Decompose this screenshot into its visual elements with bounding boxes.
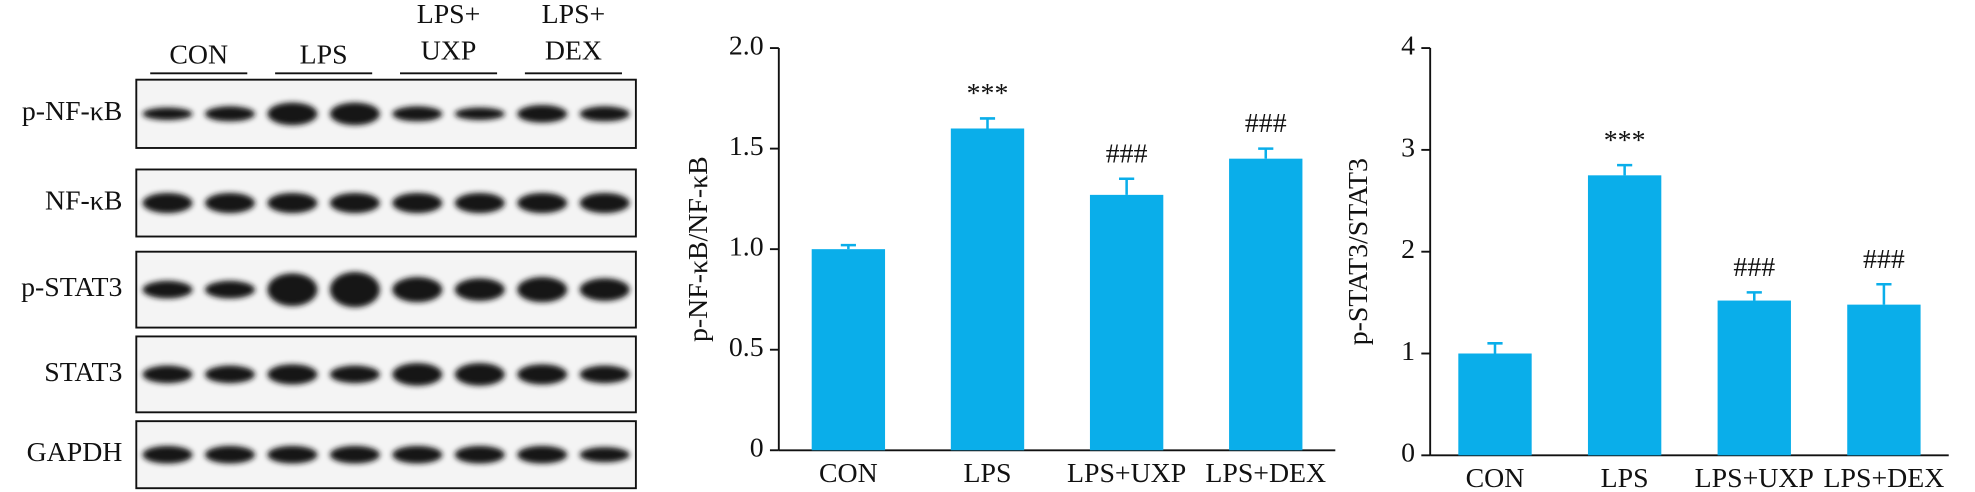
blot-band [267, 364, 318, 385]
blot-band [392, 445, 443, 464]
bar [1587, 175, 1662, 456]
significance-label: ### [1106, 138, 1148, 169]
blot-band [392, 192, 443, 214]
group-label: DEX [545, 36, 602, 67]
blot-band [142, 445, 193, 464]
y-tick-label: 1.5 [729, 131, 764, 162]
significance-label: *** [1604, 125, 1646, 156]
blot-band [267, 445, 318, 464]
y-tick-label: 2.0 [729, 30, 764, 61]
bar [1847, 304, 1921, 456]
group-label: CON [169, 39, 228, 70]
error-bar [979, 117, 996, 129]
blot-band [204, 365, 255, 384]
blot-band [392, 276, 443, 303]
significance-label: ### [1245, 108, 1287, 139]
group-label: LPS+ [417, 0, 481, 30]
blot-band [579, 365, 630, 384]
error-bar [840, 243, 856, 250]
blot-band [392, 106, 443, 122]
blot-band [517, 192, 568, 214]
blot-band [579, 106, 630, 122]
bar [950, 128, 1025, 451]
row-label: NF-κB [45, 185, 122, 216]
row-label: GAPDH [27, 437, 123, 468]
x-tick-label: LPS+UXP [1067, 458, 1186, 489]
y-tick-label: 0 [1401, 438, 1415, 469]
y-tick-label: 3 [1401, 132, 1415, 163]
y-tick-label: 0 [750, 433, 764, 464]
significance-label: ### [1733, 252, 1775, 283]
blot-band [267, 192, 318, 214]
row-label: p-STAT3 [21, 272, 122, 303]
blot-band [579, 447, 630, 463]
blot-band [204, 106, 255, 122]
error-bar [1487, 342, 1503, 354]
blot-band [267, 102, 318, 126]
group-label: LPS+ [542, 0, 606, 30]
error-bar [1617, 163, 1633, 176]
x-tick-label: LPS+DEX [1205, 458, 1326, 489]
y-axis-label: p-NF-κB/NF-κB [683, 156, 714, 342]
bar [1089, 194, 1164, 451]
row-label: STAT3 [44, 357, 122, 388]
x-tick-label: LPS+UXP [1695, 463, 1814, 492]
blot-band [142, 192, 193, 214]
x-tick-label: CON [1466, 463, 1525, 492]
blot-band [204, 192, 255, 214]
y-tick-label: 0.5 [729, 332, 764, 363]
significance-label: *** [967, 78, 1009, 109]
blot-band [142, 280, 193, 299]
x-tick-label: LPS [964, 458, 1012, 489]
blot-band [517, 276, 568, 303]
blot-band [267, 273, 318, 307]
y-axis-label: p-STAT3/STAT3 [1343, 158, 1374, 345]
blot-band [579, 278, 630, 302]
y-tick-label: 1 [1401, 336, 1415, 367]
group-label: UXP [421, 36, 477, 67]
significance-label: ### [1863, 244, 1905, 275]
blot-band [392, 362, 443, 386]
bar [1229, 158, 1303, 451]
error-bar [1746, 291, 1762, 301]
blot-band [517, 364, 568, 385]
x-tick-label: CON [819, 458, 878, 489]
x-tick-label: LPS+DEX [1824, 463, 1945, 492]
blot-band [454, 362, 505, 386]
blot-band [517, 445, 568, 464]
error-bar [1119, 177, 1135, 195]
blot-band [329, 271, 380, 308]
blot-band [579, 192, 630, 214]
y-tick-label: 4 [1401, 30, 1415, 61]
y-tick-label: 2 [1401, 234, 1415, 265]
blot-band [329, 445, 380, 464]
blot-band [142, 107, 193, 121]
y-tick-label: 1.0 [729, 232, 764, 263]
blot-band [454, 107, 505, 121]
blot-band [517, 104, 568, 123]
blot-band [454, 192, 505, 214]
blot-band [329, 102, 380, 126]
blot-band [454, 278, 505, 302]
blot-band [204, 280, 255, 299]
group-label: LPS [300, 39, 348, 70]
blot-band [204, 445, 255, 464]
bar [1717, 300, 1791, 456]
blot-band [329, 192, 380, 214]
bar [1458, 353, 1532, 456]
row-label: p-NF-κB [22, 96, 123, 127]
error-bar [1876, 283, 1892, 305]
blot-band [454, 445, 505, 464]
blot-band [142, 365, 193, 384]
bar [811, 249, 886, 451]
x-tick-label: LPS [1601, 463, 1649, 492]
blot-band [329, 365, 380, 384]
error-bar [1258, 147, 1274, 159]
